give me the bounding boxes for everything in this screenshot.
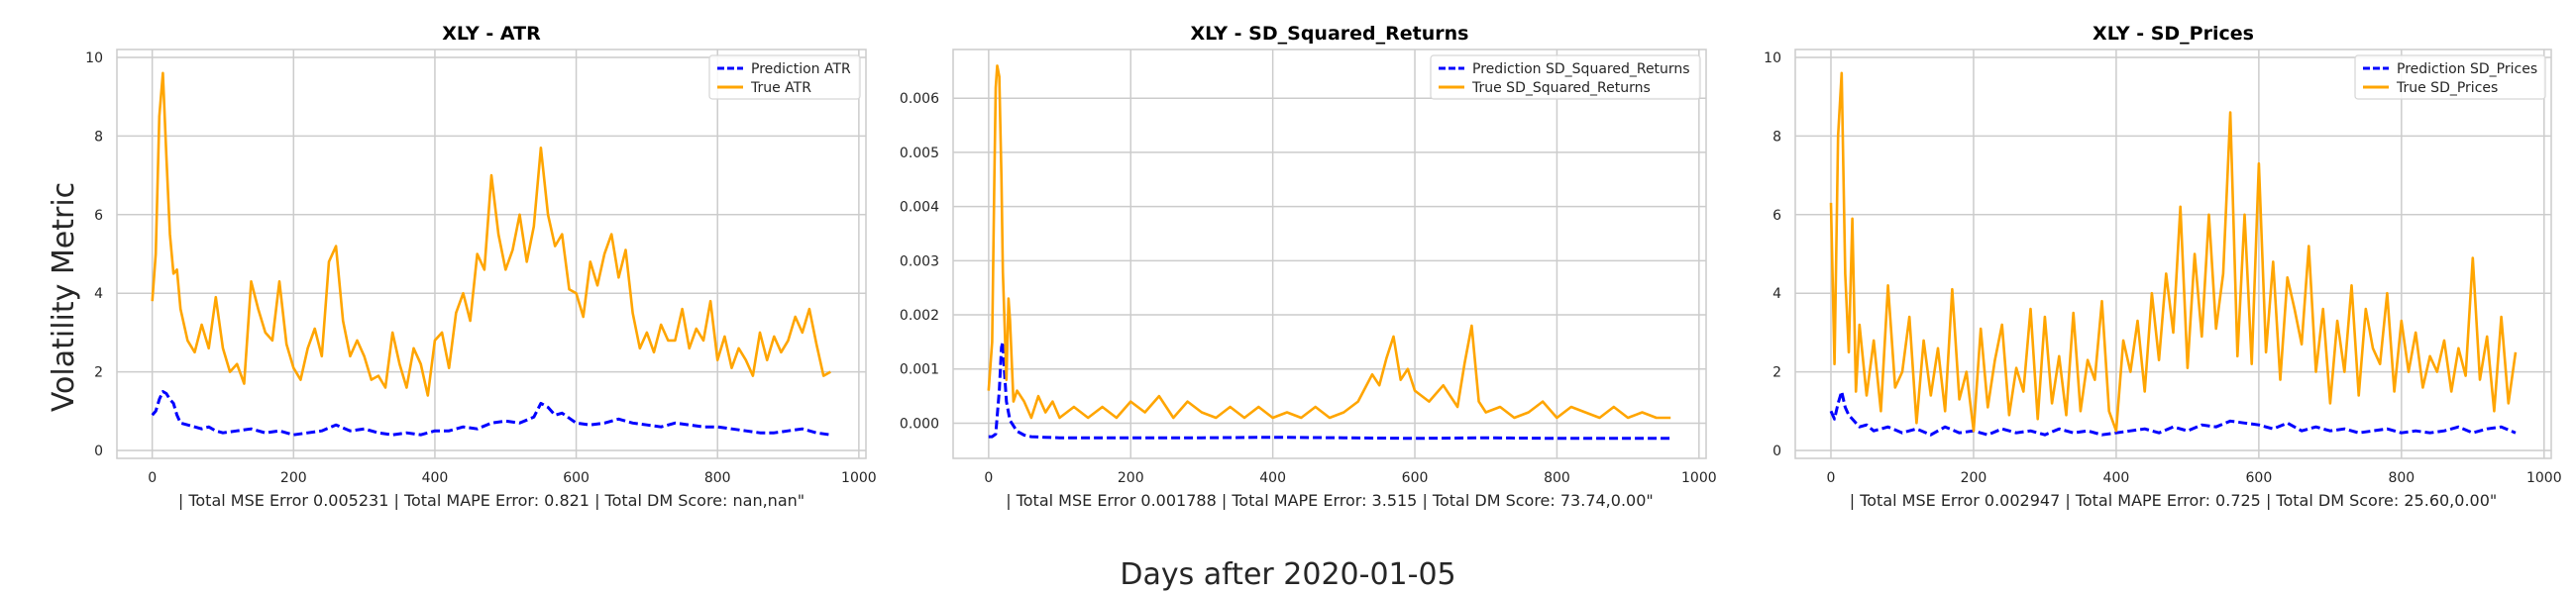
c2-xtick-5: 1000 [2526, 470, 2562, 486]
c0-legend-box [708, 54, 861, 100]
c1-series-1-line [987, 64, 1671, 420]
c2-ytick-1: 2 [1772, 365, 1781, 381]
c1-xlabel: | Total MSE Error 0.001788 | Total MAPE … [1006, 491, 1654, 510]
c2-series-1-line [1829, 71, 2518, 433]
c0-xtick-5: 1000 [841, 470, 877, 486]
c1-title: XLY - SD_Squared_Returns [1191, 23, 1469, 45]
c0-ytick-4: 8 [94, 129, 103, 145]
c0-ytick-1: 2 [94, 365, 103, 381]
c0-ytick-3: 6 [94, 208, 103, 224]
c0-xtick-2: 400 [422, 470, 449, 486]
c0-legend-label-0: Prediction ATR [751, 61, 851, 77]
c1-legend-label-1: True SD_Squared_Returns [1471, 80, 1651, 96]
c0-ytick-5: 10 [85, 50, 103, 66]
c2-panel: 0 200 400 600 800 1000 0 2 4 6 8 10 XLY - SD_Prices |… [1764, 23, 2561, 510]
c1-legend-label-0: Prediction SD_Squared_Returns [1472, 61, 1690, 77]
figure-xlabel: Days after 2020-01-05 [1120, 557, 1455, 592]
c2-xlabel: | Total MSE Error 0.002947 | Total MAPE … [1850, 491, 2498, 510]
c0-frame [116, 49, 867, 459]
c0-ytick-2: 4 [94, 286, 103, 302]
c1-xtick-1: 200 [1118, 470, 1144, 486]
c2-legend: Prediction SD_Prices True SD_Prices [2354, 54, 2546, 100]
c1-ytick-2: 0.002 [900, 308, 939, 324]
c0-ytick-0: 0 [94, 444, 103, 459]
c2-xtick-0: 0 [1827, 470, 1836, 486]
c0-legend-label-1: True ATR [750, 80, 811, 96]
c1-ytick-0: 0.000 [900, 416, 939, 432]
c1-ytick-5: 0.005 [900, 146, 939, 161]
c0-series-0-line [151, 390, 831, 437]
c1-ytick-4: 0.004 [900, 200, 939, 216]
c2-title: XLY - SD_Prices [2093, 23, 2254, 45]
c0-series-1-line [151, 71, 831, 397]
c1-xtick-0: 0 [984, 470, 993, 486]
c1-xtick-3: 600 [1402, 470, 1429, 486]
c2-xtick-2: 400 [2103, 470, 2130, 486]
c1-ytick-1: 0.001 [900, 362, 939, 378]
c1-ytick-3: 0.003 [900, 253, 939, 269]
c1-xtick-5: 1000 [1681, 470, 1717, 486]
c2-ytick-2: 4 [1772, 286, 1781, 302]
c1-frame [952, 49, 1707, 459]
c1-legend: Prediction SD_Squared_Returns True SD_Squ… [1430, 54, 1701, 100]
c1-panel: 0 200 400 600 800 1000 0.000 0.001 0.002 0.003 0.0… [900, 23, 1717, 510]
c2-legend-box [2354, 54, 2546, 100]
c1-legend-box [1430, 54, 1701, 100]
c2-ytick-4: 8 [1772, 129, 1781, 145]
c0-xtick-0: 0 [148, 470, 157, 486]
c2-ytick-0: 0 [1772, 444, 1781, 459]
c2-series-0-line [1829, 390, 2517, 437]
c2-ytick-3: 6 [1772, 208, 1781, 224]
c0-xtick-3: 600 [563, 470, 590, 486]
c2-xtick-4: 800 [2388, 470, 2415, 486]
c0-title: XLY - ATR [442, 23, 541, 45]
figure-ylabel: Volatility Metric [47, 182, 81, 412]
c0-xtick-4: 800 [704, 470, 731, 486]
c0-xlabel: | Total MSE Error 0.005231 | Total MAPE … [178, 491, 805, 510]
c2-xtick-3: 600 [2246, 470, 2273, 486]
c0-legend: Prediction ATR True ATR [708, 54, 861, 100]
c1-xtick-4: 800 [1544, 470, 1570, 486]
c1-xtick-2: 400 [1259, 470, 1286, 486]
c1-series-0-line [988, 340, 1671, 441]
c2-legend-label-0: Prediction SD_Prices [2397, 61, 2537, 77]
c0-xtick-1: 200 [280, 470, 307, 486]
c1-ytick-6: 0.006 [900, 91, 939, 107]
c0-panel: 0 200 400 600 800 1000 0 2 4 6 8 10 XLY - ATR | Total… [85, 23, 877, 510]
c2-ytick-5: 10 [1764, 50, 1781, 66]
c2-legend-label-1: True SD_Prices [2396, 80, 2498, 96]
c2-xtick-1: 200 [1961, 470, 1987, 486]
c2-frame [1794, 49, 2552, 459]
